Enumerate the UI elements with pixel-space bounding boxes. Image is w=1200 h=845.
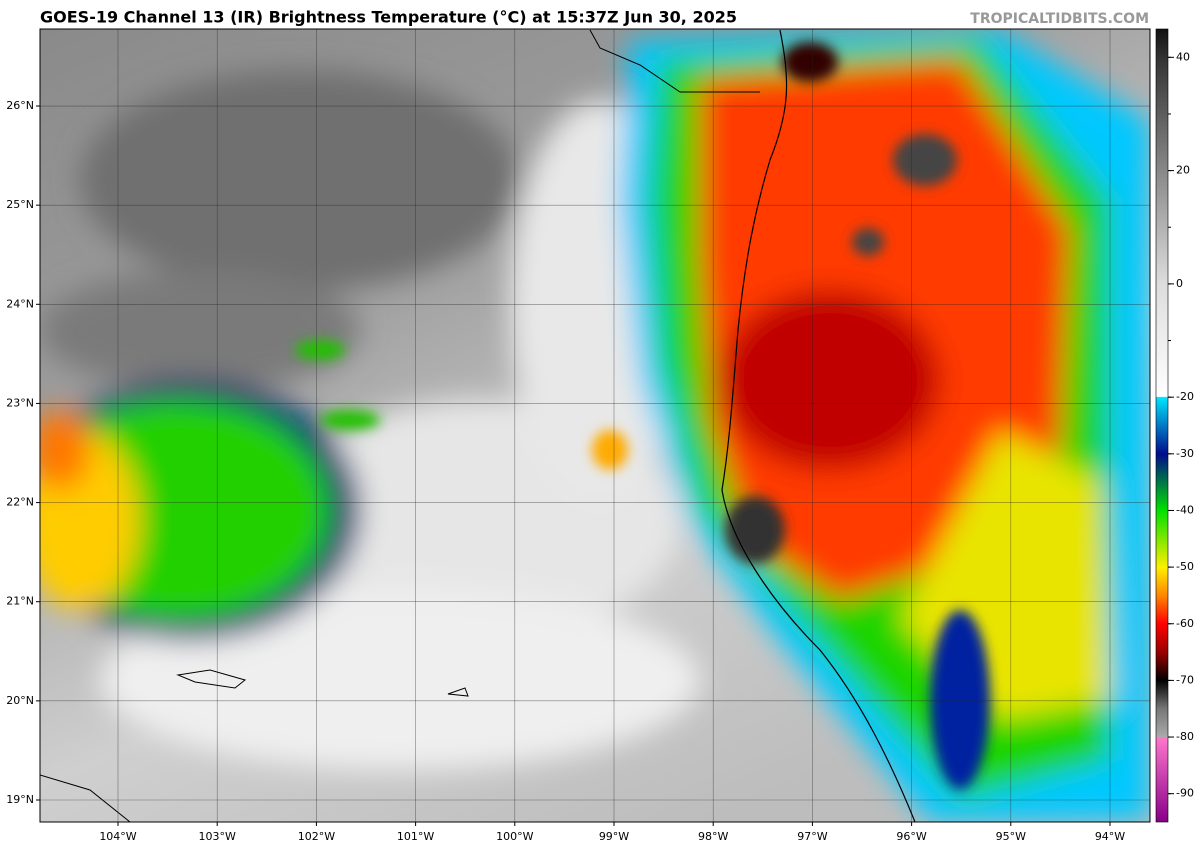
colorbar-label: -40 bbox=[1176, 503, 1194, 516]
lat-label: 22°N bbox=[6, 496, 34, 509]
lat-label: 25°N bbox=[6, 198, 34, 211]
satellite-image bbox=[40, 29, 1150, 822]
graticule bbox=[40, 29, 1150, 822]
lon-label: 102°W bbox=[298, 830, 335, 843]
colorbar-label: -30 bbox=[1176, 447, 1194, 460]
lon-label: 100°W bbox=[496, 830, 533, 843]
lat-label: 21°N bbox=[6, 595, 34, 608]
lon-label: 95°W bbox=[996, 830, 1026, 843]
colorbar-label: -20 bbox=[1176, 390, 1194, 403]
lat-label: 24°N bbox=[6, 297, 34, 310]
credit: TROPICALTIDBITS.COM bbox=[970, 11, 1149, 27]
colorbar-label: -90 bbox=[1176, 787, 1194, 800]
colorbar-label: -70 bbox=[1176, 673, 1194, 686]
colorbar-label: 20 bbox=[1176, 164, 1190, 177]
lat-label: 19°N bbox=[6, 793, 34, 806]
title: GOES-19 Channel 13 (IR) Brightness Tempe… bbox=[40, 8, 737, 27]
colorbar-label: -50 bbox=[1176, 560, 1194, 573]
lon-label: 101°W bbox=[397, 830, 434, 843]
colorbar-label: 40 bbox=[1176, 50, 1190, 63]
map-frame bbox=[39, 28, 1151, 823]
lon-label: 97°W bbox=[797, 830, 827, 843]
lat-label: 26°N bbox=[6, 99, 34, 112]
colorbar bbox=[1155, 28, 1169, 823]
colorbar-label: -60 bbox=[1176, 617, 1194, 630]
lon-label: 96°W bbox=[896, 830, 926, 843]
colorbar-label: 0 bbox=[1176, 277, 1183, 290]
lon-label: 98°W bbox=[698, 830, 728, 843]
lat-label: 20°N bbox=[6, 694, 34, 707]
lat-label: 23°N bbox=[6, 396, 34, 409]
lon-label: 94°W bbox=[1095, 830, 1125, 843]
lon-label: 103°W bbox=[199, 830, 236, 843]
lon-label: 104°W bbox=[99, 830, 136, 843]
lon-label: 99°W bbox=[599, 830, 629, 843]
colorbar-label: -80 bbox=[1176, 730, 1194, 743]
